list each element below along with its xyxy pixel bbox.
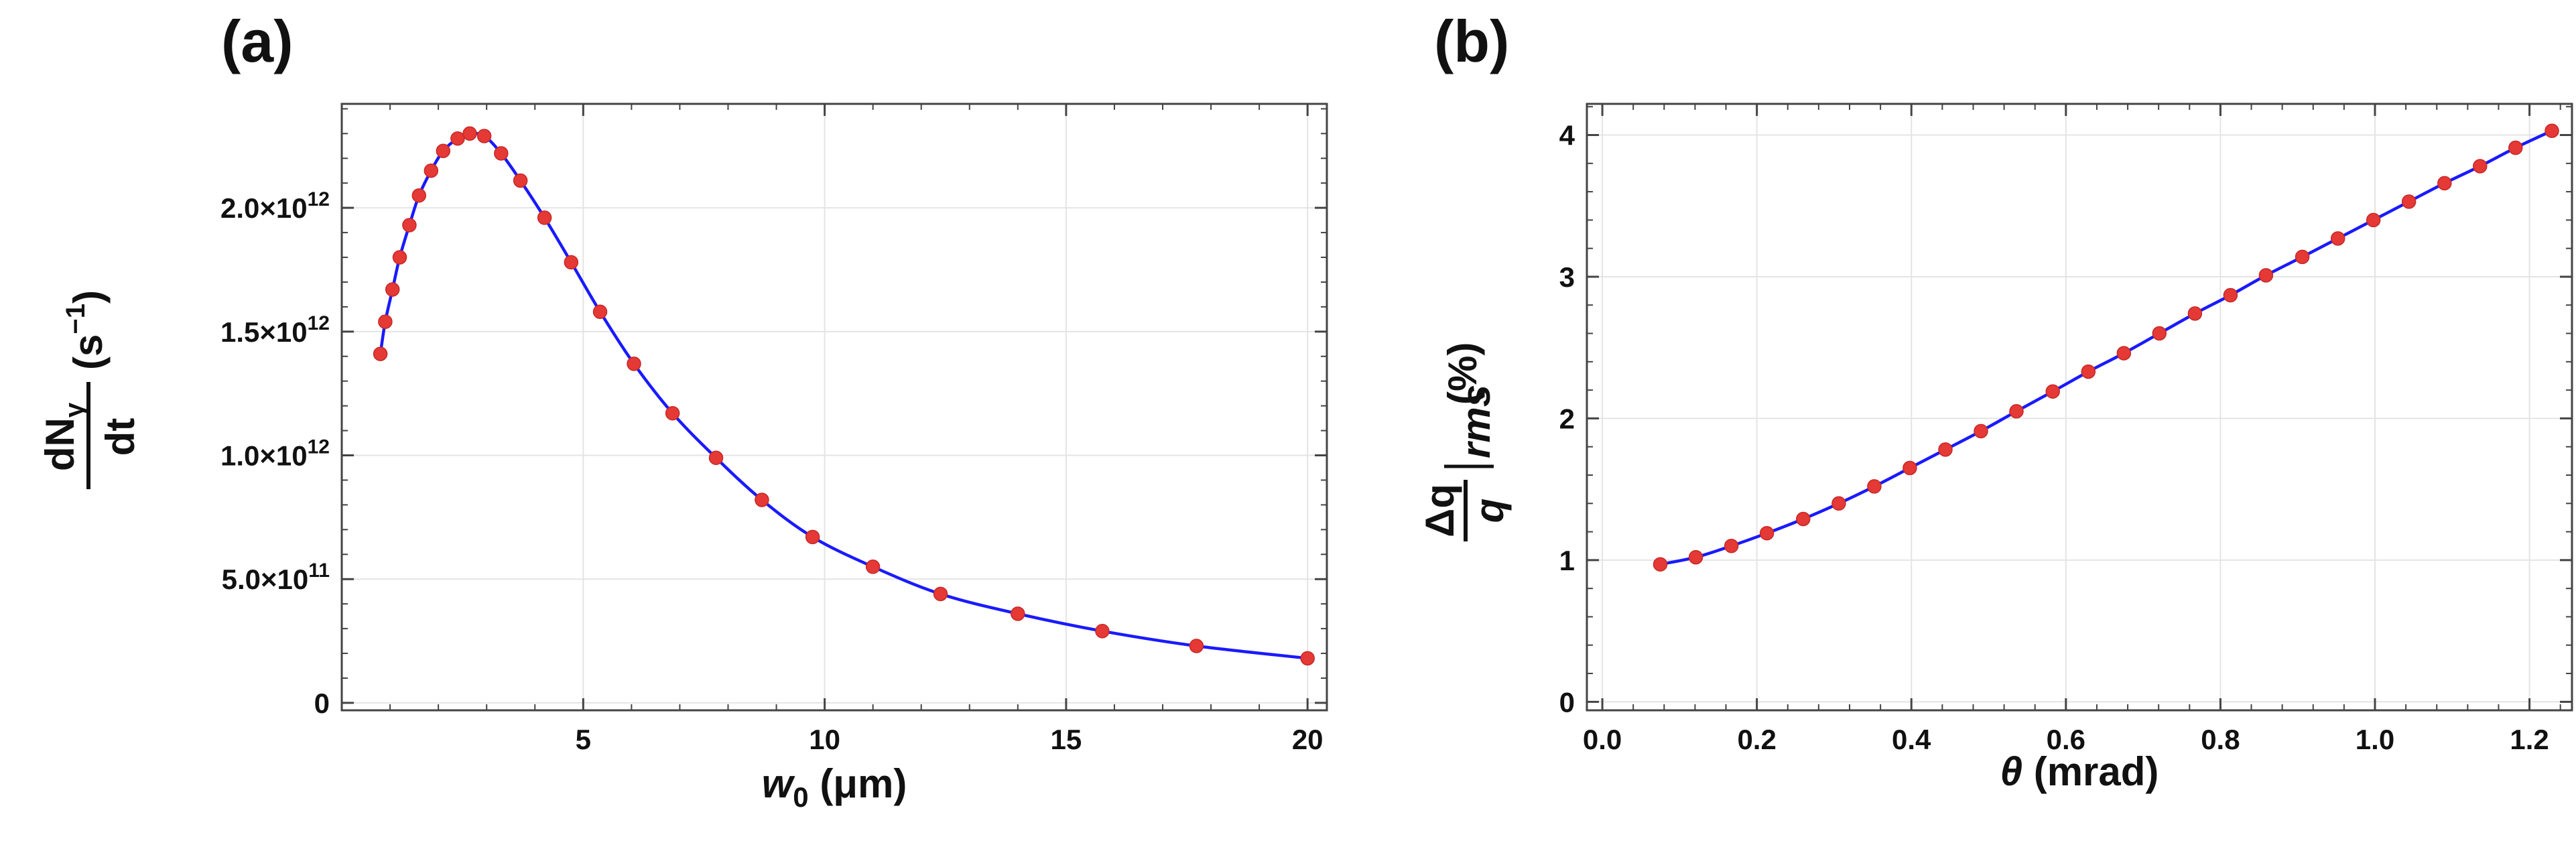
- data-point: [392, 250, 407, 265]
- panel-a-frame: [340, 103, 1328, 712]
- data-point: [424, 163, 439, 178]
- panel-b-y-denominator: q: [1467, 499, 1512, 523]
- x-tick-label: 20: [1292, 724, 1324, 755]
- data-point: [865, 560, 881, 574]
- x-tick-label: 0.2: [1737, 724, 1776, 755]
- panel-b-grid: [1587, 104, 2572, 710]
- data-point: [1796, 511, 1811, 527]
- data-point: [1724, 538, 1739, 553]
- data-point: [1653, 557, 1668, 572]
- data-point: [805, 529, 820, 545]
- data-point: [1759, 525, 1775, 541]
- data-point: [537, 210, 552, 225]
- data-point: [378, 314, 393, 329]
- data-point: [1688, 549, 1703, 565]
- panel-a-y-denominator: dt: [98, 418, 143, 456]
- x-tick-label: 5: [576, 724, 591, 755]
- y-tick-label: 3: [1559, 261, 1575, 293]
- data-point: [462, 126, 477, 141]
- data-point: [1300, 651, 1315, 666]
- panel-a-y-axis-label: dNγ dt (s−1): [38, 290, 143, 489]
- data-point: [627, 356, 641, 371]
- x-tick-label: 0.8: [2201, 724, 2240, 755]
- x-tick-label: 0.0: [1583, 724, 1622, 755]
- data-point: [494, 146, 509, 161]
- data-point: [476, 129, 492, 143]
- x-tick-label: 10: [809, 724, 840, 755]
- x-tick-label: 1.2: [2510, 724, 2549, 755]
- panel-b-y-numerator: Δq: [1417, 484, 1462, 537]
- panel-a-ticks: 5 10 15 20 0 5.0×1011 1.0×1012 1.5×1012 2.0×1012: [220, 104, 1327, 755]
- panel-a-plot-area: [373, 126, 1315, 666]
- panel-b-y-unit: (%): [1440, 342, 1485, 405]
- data-point: [1938, 442, 1953, 457]
- y-tick-label: 0: [1559, 686, 1575, 718]
- panel-a-label: (a): [221, 8, 294, 74]
- panel-b-x-axis-label: θ (mrad): [2000, 749, 2159, 794]
- data-point: [385, 282, 400, 297]
- panel-a-x-axis-label: w0 (μm): [762, 761, 907, 813]
- y-tick-label: 5.0×1011: [222, 560, 330, 595]
- panel-b-y-axis-label: Δq q rms (%): [1417, 342, 1512, 541]
- data-point: [402, 218, 417, 233]
- y-tick-label: 2: [1559, 403, 1575, 434]
- data-point: [411, 188, 427, 203]
- data-point: [2295, 249, 2310, 265]
- panel-b-plot-area: [1653, 123, 2559, 572]
- series-line: [1660, 129, 2553, 566]
- data-point: [2508, 140, 2523, 155]
- panel-a-grid: [342, 104, 1327, 710]
- panel-b-frame: [1586, 103, 2573, 712]
- y-tick-label: 0: [314, 688, 330, 719]
- data-point: [1903, 460, 1917, 476]
- data-point: [2187, 306, 2203, 321]
- data-point: [2330, 231, 2345, 246]
- panel-a-y-unit: (s−1): [61, 290, 111, 370]
- x-tick-label: 0.4: [1892, 724, 1931, 755]
- data-point: [2473, 159, 2488, 174]
- data-point: [373, 346, 388, 361]
- data-point: [708, 450, 724, 465]
- data-point: [2009, 404, 2024, 419]
- data-point: [1974, 424, 1988, 439]
- data-point: [2401, 194, 2417, 209]
- y-tick-label: 1: [1559, 545, 1575, 576]
- data-point: [755, 493, 769, 507]
- x-tick-label: 15: [1051, 724, 1082, 755]
- data-point: [665, 405, 680, 421]
- data-point: [933, 586, 948, 602]
- data-point: [2258, 268, 2274, 283]
- data-point: [2545, 123, 2559, 138]
- y-tick-label: 2.0×1012: [220, 188, 330, 224]
- data-point: [513, 173, 528, 188]
- data-point: [436, 143, 451, 158]
- panel-b-y-rms-subscript: rms: [1454, 385, 1498, 458]
- data-point: [1831, 496, 1846, 511]
- data-point: [2366, 212, 2381, 228]
- data-point: [564, 255, 579, 270]
- y-tick-label: 4: [1559, 120, 1575, 151]
- panel-b-label: (b): [1434, 8, 1509, 74]
- panel-a-y-numerator: dNγ: [38, 402, 89, 471]
- y-tick-label: 1.0×1012: [220, 436, 330, 472]
- x-tick-label: 0.6: [2047, 724, 2085, 755]
- data-point: [1867, 479, 1882, 494]
- panel-a: (a) 5 10 15 20 0 5.0×1011 1.0×1012 1.5×1012 2.0×…: [38, 8, 1328, 813]
- data-point: [592, 304, 608, 320]
- data-point: [1011, 606, 1025, 621]
- data-point: [2081, 364, 2096, 379]
- data-point: [1189, 639, 1204, 653]
- data-point: [1095, 624, 1110, 639]
- data-point: [450, 131, 465, 146]
- data-point: [2437, 176, 2452, 191]
- data-point: [2152, 326, 2167, 341]
- y-tick-label: 1.5×1012: [220, 312, 330, 348]
- data-point: [2116, 346, 2132, 361]
- x-tick-label: 1.0: [2356, 724, 2394, 755]
- data-point: [2045, 384, 2060, 399]
- data-point: [2223, 287, 2238, 303]
